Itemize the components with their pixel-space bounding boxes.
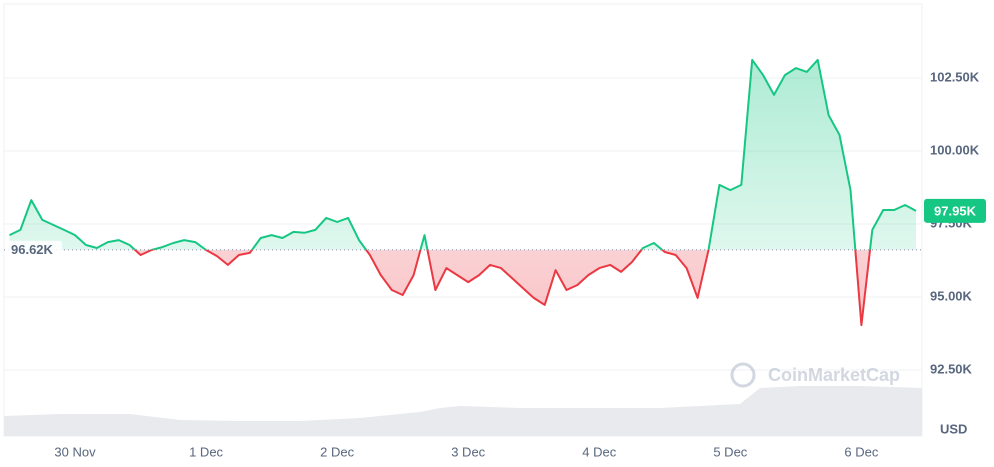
lines bbox=[4, 58, 922, 327]
watermark-logo bbox=[730, 362, 756, 388]
x-tick-label: 30 Nov bbox=[54, 444, 96, 459]
y-axis-label: USD bbox=[940, 421, 967, 436]
areas bbox=[9, 59, 916, 326]
price-line-up bbox=[9, 58, 917, 250]
x-tick-label: 2 Dec bbox=[320, 444, 354, 459]
watermark-text: CoinMarketCap bbox=[768, 365, 900, 385]
watermark: CoinMarketCap bbox=[730, 362, 900, 388]
price-line-down bbox=[133, 249, 872, 327]
volume-area bbox=[4, 386, 922, 436]
x-tick-label: 6 Dec bbox=[844, 444, 878, 459]
y-tick-label: 100.00K bbox=[930, 142, 980, 157]
current-price-badge bbox=[924, 198, 986, 223]
x-tick-label: 3 Dec bbox=[451, 444, 485, 459]
x-tick-label: 1 Dec bbox=[189, 444, 223, 459]
area-above-baseline bbox=[9, 59, 916, 250]
x-tick-label: 5 Dec bbox=[713, 444, 747, 459]
y-tick-label: 95.00K bbox=[930, 288, 973, 303]
area-below-baseline bbox=[134, 249, 871, 326]
baseline-label: 96.62K bbox=[11, 242, 54, 257]
y-tick-label: 92.50K bbox=[930, 361, 973, 376]
current-price-label: 97.95K bbox=[934, 203, 977, 218]
baseline-label-bg bbox=[6, 240, 62, 259]
y-tick-label: 102.50K bbox=[930, 69, 980, 84]
x-tick-label: 4 Dec bbox=[582, 444, 616, 459]
